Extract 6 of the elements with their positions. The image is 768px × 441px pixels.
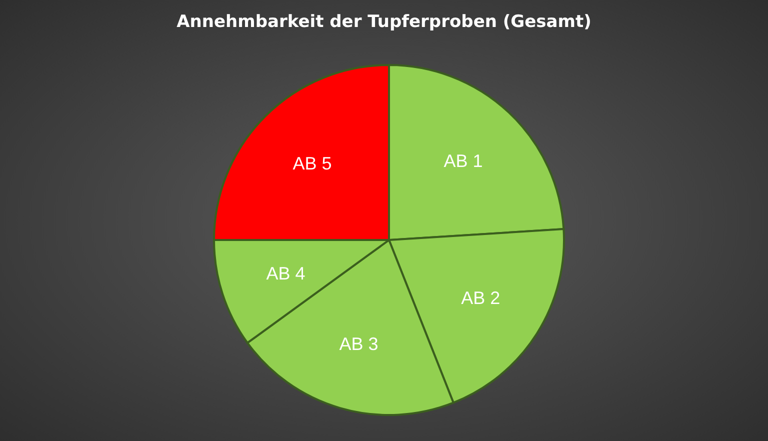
slice-label: AB 2 bbox=[461, 288, 500, 308]
slice-label: AB 4 bbox=[266, 264, 306, 284]
slice-label: AB 5 bbox=[292, 153, 332, 174]
slice-label: AB 1 bbox=[444, 150, 483, 171]
slice-label: AB 3 bbox=[339, 334, 378, 354]
chart-title: Annehmbarkeit der Tupferproben (Gesamt) bbox=[176, 12, 592, 32]
